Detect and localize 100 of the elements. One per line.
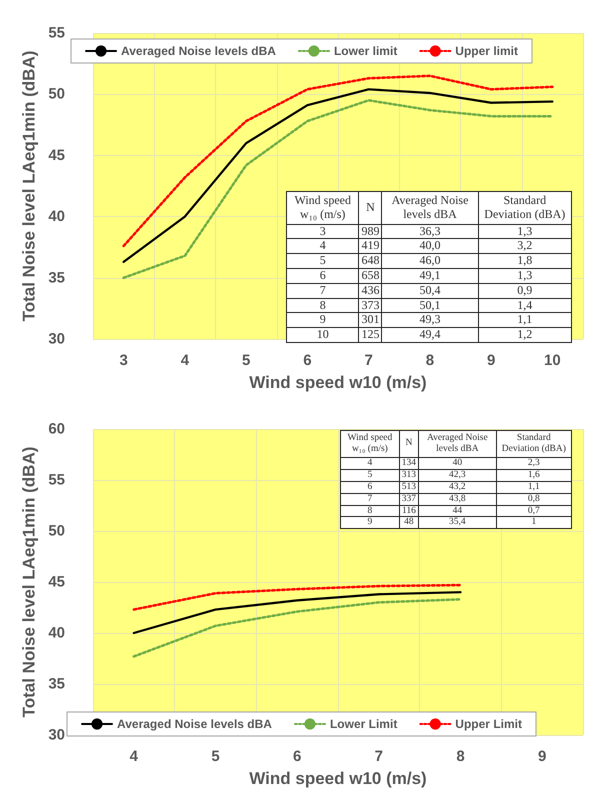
annotation: 50,1: [382, 298, 478, 313]
annotation: 9: [340, 516, 400, 529]
annotation: 1,1: [496, 481, 572, 494]
y-tick-label: 40: [48, 208, 65, 226]
annotation: 313: [399, 469, 419, 482]
y-tick-label: 55: [48, 24, 65, 42]
annotation: Standard Deviation (dBA): [478, 192, 572, 224]
x-axis-title: Wind speed w10 (m/s): [249, 373, 427, 392]
x-tick-label: 7: [374, 748, 384, 765]
annotation: 7: [340, 493, 400, 506]
legend-label: Upper limit: [455, 44, 518, 58]
x-tick-label: 5: [242, 352, 250, 369]
line-series: [132, 584, 462, 611]
annotation: 0,7: [496, 505, 572, 517]
annotation: 1,4: [478, 298, 572, 313]
annotation: 43,8: [418, 493, 496, 506]
annotation: 6: [340, 481, 400, 494]
annotation: 42,3: [418, 469, 496, 482]
annotation: 1: [496, 516, 572, 529]
annotation: Standard Deviation (dBA): [496, 430, 572, 458]
x-tick-label: 9: [538, 748, 546, 765]
annotation: Averaged Noise levels dBA: [382, 192, 478, 224]
annotation: 40,0: [382, 238, 478, 254]
annotation: 10: [286, 327, 359, 342]
annotation: 989: [358, 224, 382, 239]
x-tick-label: 4: [180, 352, 190, 369]
annotation: 658: [358, 268, 382, 284]
annotation: 46,0: [382, 253, 478, 269]
annotation: 1,8: [478, 253, 572, 269]
annotation: 0,8: [496, 493, 572, 506]
y-tick-label: 45: [48, 574, 65, 590]
annotation: 4: [340, 457, 400, 470]
y-tick-label: 50: [48, 86, 65, 103]
annotation: 7: [286, 282, 359, 298]
y-tick-label: 55: [48, 472, 65, 488]
annotation: 1,2: [478, 327, 572, 342]
annotation: 8: [286, 298, 359, 313]
annotation: 648: [358, 253, 382, 269]
annotation: 49,3: [382, 312, 478, 328]
annotation: 134: [399, 457, 419, 470]
line-series: [132, 591, 462, 634]
annotation: 3: [286, 224, 359, 239]
y-tick-label: 40: [48, 624, 65, 642]
annotation: 50,4: [382, 282, 478, 298]
annotation: 5: [286, 253, 359, 269]
annotation: 36,3: [382, 224, 478, 239]
x-tick-label: 5: [211, 748, 220, 765]
y-tick-label: 35: [48, 676, 65, 692]
x-tick-label: 6: [303, 352, 312, 369]
annotation: 9: [286, 312, 359, 328]
x-tick-label: 7: [364, 352, 373, 369]
legend-label: Averaged Noise levels dBA: [117, 717, 272, 731]
annotation: 5: [340, 469, 400, 482]
annotation: 1,3: [478, 224, 572, 239]
annotation: Averaged Noise levels dBA: [418, 430, 496, 458]
legend-label: Lower limit: [334, 44, 398, 58]
line-series: [132, 598, 462, 658]
annotation: 436: [358, 282, 382, 298]
annotation: 43,2: [418, 481, 496, 494]
x-tick-label: 8: [426, 352, 434, 369]
annotation: 4: [286, 238, 359, 254]
annotation: 49,1: [382, 268, 478, 284]
annotation: 1,3: [478, 268, 572, 284]
x-tick-label: 4: [130, 748, 139, 765]
y-tick-label: 60: [48, 420, 65, 438]
y-axis-title: Total Noise level LAeq1min (dBA): [19, 50, 38, 322]
legend-label: Lower Limit: [330, 717, 398, 731]
annotation: 6: [286, 268, 359, 284]
x-tick-label: 10: [544, 352, 561, 369]
annotation: 125: [358, 327, 382, 342]
y-tick-label: 30: [48, 726, 65, 744]
y-tick-label: 50: [48, 522, 65, 540]
y-tick-label: 45: [48, 146, 65, 164]
x-axis-title: Wind speed w10 (m/s): [249, 769, 427, 788]
annotation: 1,6: [496, 469, 572, 482]
annotation: 40: [418, 457, 496, 470]
x-tick-label: 9: [486, 352, 496, 369]
y-axis-title: Total Noise level LAeq1min (dBA): [19, 446, 38, 718]
annotation: 513: [399, 481, 419, 494]
y-tick-label: 30: [48, 330, 65, 348]
annotation: 48: [399, 516, 419, 529]
annotation: N: [358, 192, 382, 224]
legend-label: Averaged Noise levels dBA: [121, 44, 276, 58]
annotation: 0,9: [478, 282, 572, 298]
annotation: 1,1: [478, 312, 572, 328]
annotation: 8: [340, 505, 400, 517]
x-tick-label: 6: [292, 748, 302, 765]
legend-label: Upper Limit: [455, 717, 522, 731]
y-tick-label: 35: [48, 269, 65, 286]
annotation: 301: [358, 312, 382, 328]
annotation: Wind speed w₁₀ (m/s): [286, 192, 359, 224]
annotation: 2,3: [496, 457, 572, 470]
annotation: N: [399, 430, 419, 458]
annotation: 35,4: [418, 516, 496, 529]
annotation: 337: [399, 493, 419, 506]
annotation: 3,2: [478, 238, 572, 254]
annotation: 419: [358, 238, 382, 254]
annotation: 116: [399, 505, 419, 517]
annotation: 49,4: [382, 327, 478, 342]
x-tick-label: 8: [456, 748, 465, 765]
